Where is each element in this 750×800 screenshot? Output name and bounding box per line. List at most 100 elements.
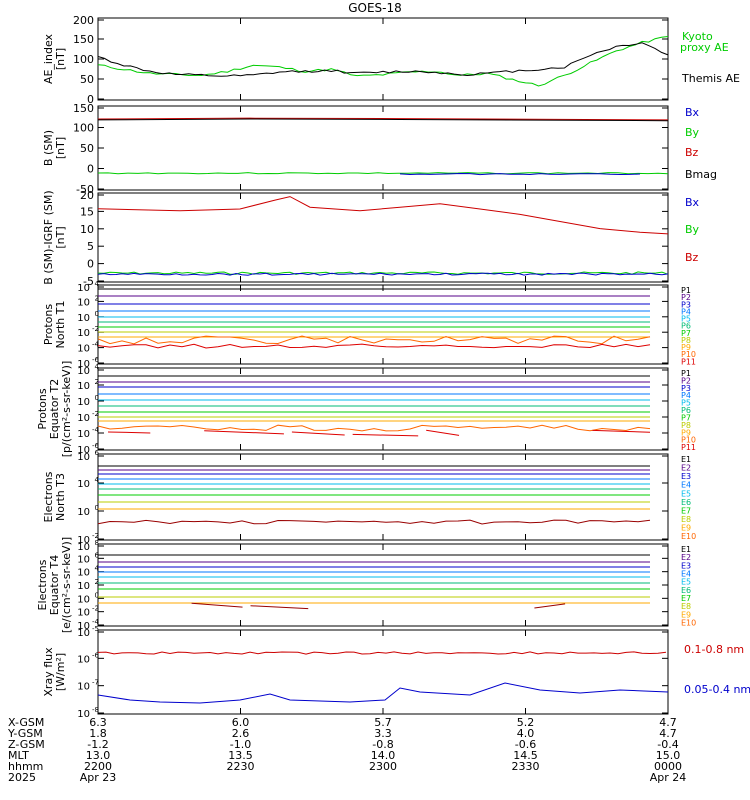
flux-p11-line: [107, 431, 151, 434]
legend-p1: P1: [681, 286, 691, 295]
footer-row-label: hhmm: [8, 760, 43, 773]
y-tick-label: 10: [77, 594, 90, 605]
footer-value: 5.2: [517, 716, 535, 729]
y-tick-label-exponent: -4: [92, 618, 100, 626]
y-tick-label: 50: [80, 73, 94, 86]
footer-value: 4.0: [517, 727, 535, 740]
footer-value: Apr 23: [80, 771, 117, 784]
legend-e10: E10: [681, 532, 696, 541]
footer-value: -1.0: [230, 738, 251, 751]
y-tick-label-exponent: -6: [92, 356, 100, 364]
legend-bx: Bx: [685, 196, 700, 209]
ae-series-themis-line: [97, 42, 669, 77]
y-tick-label-exponent: 8: [95, 539, 99, 547]
y-tick-label-exponent: -4: [92, 341, 100, 349]
legend-p6: P6: [681, 322, 691, 331]
y-tick-label: -50: [76, 183, 94, 196]
footer-value: 14.0: [371, 749, 396, 762]
y-tick-label: 100: [73, 53, 94, 66]
legend-e1: E1: [681, 455, 691, 464]
y-tick-label: 5: [87, 240, 94, 253]
legend-p3: P3: [681, 300, 691, 309]
y-tick-label: 10: [77, 359, 90, 370]
y-tick-label-exponent: -8: [92, 706, 99, 714]
b-bz-line: [97, 117, 669, 121]
legend-e9: E9: [681, 524, 691, 533]
flux-p11-line: [352, 433, 419, 437]
legend-p7: P7: [681, 329, 691, 338]
legend-p9: P9: [681, 428, 691, 437]
legend-p2: P2: [681, 376, 691, 385]
footer-value: 13.5: [228, 749, 253, 762]
legend-e9: E9: [681, 610, 691, 619]
y-tick-label: 10: [77, 283, 90, 294]
legend-e7: E7: [681, 594, 691, 603]
panel-frame-7: [97, 543, 669, 627]
footer-value: 2.6: [232, 727, 250, 740]
y-tick-label-exponent: -2: [92, 605, 99, 613]
legend-e4: E4: [681, 481, 691, 490]
footer-value: 13.0: [86, 749, 111, 762]
flux-e10-line: [534, 603, 566, 609]
y-tick-label: 0: [87, 163, 94, 176]
y-tick-label-exponent: 0: [95, 394, 99, 402]
y-tick-label: -5: [83, 275, 94, 288]
footer-value: 1.8: [89, 727, 107, 740]
chart-title: GOES-18: [348, 1, 402, 15]
y-tick-label: 10: [77, 554, 90, 565]
y-axis-label: [nT]: [54, 48, 67, 70]
footer-value: 15.0: [656, 749, 681, 762]
legend-p10: P10: [681, 350, 696, 359]
y-tick-label: 10: [77, 445, 90, 456]
panel-frame-8: [97, 629, 669, 715]
legend-p2: P2: [681, 293, 691, 302]
legend-by: By: [685, 223, 700, 236]
footer-value: 5.7: [374, 716, 392, 729]
legend-bz: Bz: [685, 251, 699, 264]
legend-kyoto-2: proxy AE: [680, 41, 729, 54]
footer-row-label: Z-GSM: [8, 738, 45, 751]
legend-kyoto: Kyoto: [682, 30, 713, 43]
y-tick-label: 50: [80, 142, 94, 155]
y-axis-label: Electrons: [36, 559, 49, 610]
legend-p4: P4: [681, 391, 691, 400]
flux-p11-line: [204, 430, 284, 435]
footer-row-label: Y-GSM: [7, 727, 43, 740]
y-tick-label: 10: [77, 608, 90, 619]
y-tick-label-exponent: -5: [92, 625, 99, 633]
footer-value: -0.8: [372, 738, 393, 751]
legend-bmag: Bmag: [685, 168, 717, 181]
footer-value: 14.5: [513, 749, 538, 762]
y-axis-label: [nT]: [54, 226, 67, 248]
legend-e8: E8: [681, 602, 691, 611]
legend-e6: E6: [681, 586, 691, 595]
y-tick-label-exponent: -6: [92, 442, 100, 450]
legend-e2: E2: [681, 464, 691, 473]
footer-value: 6.0: [232, 716, 250, 729]
legend-p5: P5: [681, 315, 691, 324]
y-axis-label: [e/(cm²-s-sr-keV)]: [60, 537, 73, 633]
y-tick-label-exponent: 2: [95, 578, 99, 586]
legend-e3: E3: [681, 561, 691, 570]
y-tick-label: 10: [77, 709, 90, 720]
flux-p10-line: [97, 424, 651, 432]
y-tick-label-exponent: -6: [92, 651, 100, 659]
panel-frame-5: [97, 367, 669, 451]
legend-p1: P1: [681, 369, 691, 378]
footer-value: 4.7: [659, 727, 677, 740]
y-tick-label: 10: [77, 381, 90, 392]
footer-value: -1.2: [87, 738, 108, 751]
y-tick-label-exponent: 4: [95, 280, 100, 288]
legend-p3: P3: [681, 384, 691, 393]
y-tick-label-exponent: 0: [95, 310, 99, 318]
y-tick-label-exponent: 4: [95, 363, 100, 371]
legend-e2: E2: [681, 553, 691, 562]
y-tick-label: 10: [77, 621, 90, 632]
legend-bx: Bx: [685, 106, 700, 119]
y-tick-label-exponent: -7: [92, 679, 99, 687]
b-bx-line: [399, 172, 641, 176]
flux-p10-line: [97, 335, 651, 345]
bdiff-bz-line: [97, 196, 669, 235]
